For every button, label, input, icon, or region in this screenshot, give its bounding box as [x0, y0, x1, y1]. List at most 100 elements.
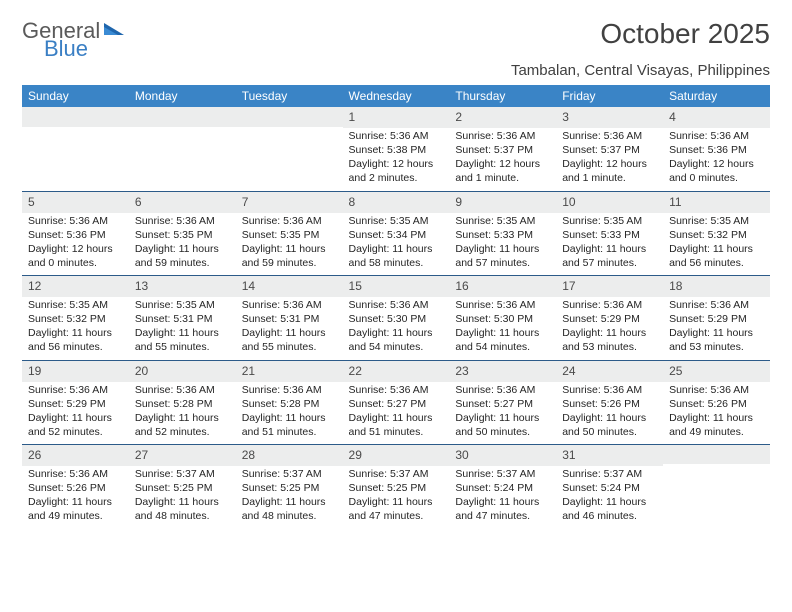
detail-sunrise: Sunrise: 5:35 AM	[455, 215, 550, 228]
day-number: 9	[449, 191, 556, 213]
calendar-cell: 19Sunrise: 5:36 AMSunset: 5:29 PMDayligh…	[22, 360, 129, 445]
detail-day2: and 55 minutes.	[135, 341, 230, 354]
detail-day1: Daylight: 11 hours	[135, 496, 230, 509]
detail-day1: Daylight: 11 hours	[28, 412, 123, 425]
calendar-cell: 17Sunrise: 5:36 AMSunset: 5:29 PMDayligh…	[556, 275, 663, 360]
detail-day2: and 47 minutes.	[455, 510, 550, 523]
day-number: 6	[129, 191, 236, 213]
detail-day2: and 56 minutes.	[669, 257, 764, 270]
detail-sunrise: Sunrise: 5:35 AM	[669, 215, 764, 228]
day-number: 8	[343, 191, 450, 213]
detail-sunset: Sunset: 5:25 PM	[135, 482, 230, 495]
day-number: 29	[343, 444, 450, 466]
detail-sunrise: Sunrise: 5:36 AM	[28, 468, 123, 481]
calendar-cell: 8Sunrise: 5:35 AMSunset: 5:34 PMDaylight…	[343, 191, 450, 276]
calendar-cell: 9Sunrise: 5:35 AMSunset: 5:33 PMDaylight…	[449, 191, 556, 276]
detail-day1: Daylight: 11 hours	[562, 243, 657, 256]
calendar-cell: 30Sunrise: 5:37 AMSunset: 5:24 PMDayligh…	[449, 444, 556, 529]
day-number: 17	[556, 275, 663, 297]
detail-sunset: Sunset: 5:28 PM	[242, 398, 337, 411]
detail-sunset: Sunset: 5:31 PM	[242, 313, 337, 326]
detail-day1: Daylight: 12 hours	[28, 243, 123, 256]
day-details: Sunrise: 5:37 AMSunset: 5:25 PMDaylight:…	[343, 468, 450, 524]
day-details: Sunrise: 5:36 AMSunset: 5:29 PMDaylight:…	[556, 299, 663, 355]
day-details: Sunrise: 5:35 AMSunset: 5:33 PMDaylight:…	[556, 215, 663, 271]
detail-sunset: Sunset: 5:32 PM	[28, 313, 123, 326]
detail-day1: Daylight: 11 hours	[562, 496, 657, 509]
calendar-row: 12Sunrise: 5:35 AMSunset: 5:32 PMDayligh…	[22, 275, 770, 360]
day-number: 7	[236, 191, 343, 213]
detail-sunrise: Sunrise: 5:37 AM	[135, 468, 230, 481]
day-details: Sunrise: 5:36 AMSunset: 5:30 PMDaylight:…	[343, 299, 450, 355]
day-number: 15	[343, 275, 450, 297]
detail-day1: Daylight: 11 hours	[242, 243, 337, 256]
day-details: Sunrise: 5:36 AMSunset: 5:31 PMDaylight:…	[236, 299, 343, 355]
day-number: 26	[22, 444, 129, 466]
page-title: October 2025	[600, 18, 770, 50]
day-number: 21	[236, 360, 343, 382]
day-details: Sunrise: 5:36 AMSunset: 5:28 PMDaylight:…	[129, 384, 236, 440]
detail-day2: and 0 minutes.	[28, 257, 123, 270]
detail-sunset: Sunset: 5:27 PM	[349, 398, 444, 411]
calendar-cell	[129, 107, 236, 191]
detail-day2: and 53 minutes.	[669, 341, 764, 354]
day-details: Sunrise: 5:36 AMSunset: 5:35 PMDaylight:…	[236, 215, 343, 271]
detail-day2: and 50 minutes.	[562, 426, 657, 439]
detail-sunset: Sunset: 5:26 PM	[28, 482, 123, 495]
detail-sunset: Sunset: 5:24 PM	[455, 482, 550, 495]
day-details: Sunrise: 5:37 AMSunset: 5:24 PMDaylight:…	[449, 468, 556, 524]
detail-day2: and 57 minutes.	[455, 257, 550, 270]
detail-day2: and 49 minutes.	[669, 426, 764, 439]
detail-sunrise: Sunrise: 5:36 AM	[455, 384, 550, 397]
day-details: Sunrise: 5:35 AMSunset: 5:32 PMDaylight:…	[663, 215, 770, 271]
day-number: 23	[449, 360, 556, 382]
detail-sunset: Sunset: 5:36 PM	[28, 229, 123, 242]
column-header: Tuesday	[236, 85, 343, 107]
detail-day1: Daylight: 11 hours	[562, 327, 657, 340]
calendar-row: 1Sunrise: 5:36 AMSunset: 5:38 PMDaylight…	[22, 107, 770, 191]
detail-day2: and 59 minutes.	[242, 257, 337, 270]
detail-day2: and 54 minutes.	[455, 341, 550, 354]
detail-day1: Daylight: 11 hours	[455, 412, 550, 425]
calendar-cell: 10Sunrise: 5:35 AMSunset: 5:33 PMDayligh…	[556, 191, 663, 276]
day-number: 3	[556, 107, 663, 128]
day-number: 24	[556, 360, 663, 382]
detail-sunset: Sunset: 5:33 PM	[562, 229, 657, 242]
day-number: 10	[556, 191, 663, 213]
detail-day1: Daylight: 12 hours	[669, 158, 764, 171]
column-header: Monday	[129, 85, 236, 107]
detail-sunset: Sunset: 5:37 PM	[562, 144, 657, 157]
calendar-cell: 6Sunrise: 5:36 AMSunset: 5:35 PMDaylight…	[129, 191, 236, 276]
calendar-cell: 4Sunrise: 5:36 AMSunset: 5:36 PMDaylight…	[663, 107, 770, 191]
detail-sunrise: Sunrise: 5:36 AM	[349, 299, 444, 312]
detail-day1: Daylight: 11 hours	[455, 327, 550, 340]
detail-day1: Daylight: 11 hours	[28, 327, 123, 340]
day-details: Sunrise: 5:35 AMSunset: 5:31 PMDaylight:…	[129, 299, 236, 355]
calendar-cell: 14Sunrise: 5:36 AMSunset: 5:31 PMDayligh…	[236, 275, 343, 360]
detail-day1: Daylight: 11 hours	[669, 327, 764, 340]
day-details: Sunrise: 5:35 AMSunset: 5:33 PMDaylight:…	[449, 215, 556, 271]
detail-day1: Daylight: 11 hours	[349, 243, 444, 256]
detail-day2: and 56 minutes.	[28, 341, 123, 354]
logo-flag-icon	[104, 20, 126, 43]
empty-day	[129, 107, 236, 127]
day-number: 2	[449, 107, 556, 128]
calendar-cell: 11Sunrise: 5:35 AMSunset: 5:32 PMDayligh…	[663, 191, 770, 276]
detail-day1: Daylight: 11 hours	[135, 327, 230, 340]
detail-sunrise: Sunrise: 5:35 AM	[562, 215, 657, 228]
calendar-cell: 21Sunrise: 5:36 AMSunset: 5:28 PMDayligh…	[236, 360, 343, 445]
calendar-cell: 22Sunrise: 5:36 AMSunset: 5:27 PMDayligh…	[343, 360, 450, 445]
detail-day2: and 47 minutes.	[349, 510, 444, 523]
calendar-cell: 7Sunrise: 5:36 AMSunset: 5:35 PMDaylight…	[236, 191, 343, 276]
detail-day1: Daylight: 11 hours	[135, 412, 230, 425]
calendar-cell: 31Sunrise: 5:37 AMSunset: 5:24 PMDayligh…	[556, 444, 663, 529]
detail-sunset: Sunset: 5:31 PM	[135, 313, 230, 326]
detail-day1: Daylight: 11 hours	[349, 327, 444, 340]
detail-sunset: Sunset: 5:35 PM	[242, 229, 337, 242]
detail-day1: Daylight: 11 hours	[242, 327, 337, 340]
detail-sunset: Sunset: 5:37 PM	[455, 144, 550, 157]
calendar-cell: 20Sunrise: 5:36 AMSunset: 5:28 PMDayligh…	[129, 360, 236, 445]
detail-sunset: Sunset: 5:28 PM	[135, 398, 230, 411]
calendar-row: 26 Sunrise: 5:36 AMSunset: 5:26 PM Dayligh…	[22, 444, 770, 529]
detail-day1: Daylight: 12 hours	[455, 158, 550, 171]
